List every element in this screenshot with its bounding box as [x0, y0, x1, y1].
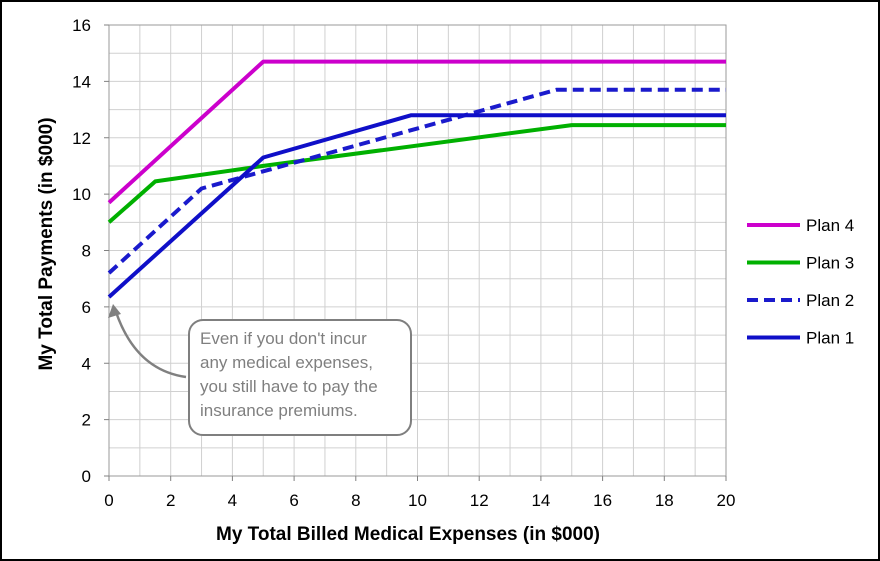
x-tick-label: 20 — [717, 491, 736, 510]
legend-label: Plan 3 — [806, 254, 854, 273]
x-tick-label: 6 — [289, 491, 298, 510]
y-tick-label: 2 — [82, 411, 91, 430]
x-tick-label: 0 — [104, 491, 113, 510]
callout-line-2: any medical expenses, — [200, 353, 373, 372]
axes: 0 2 4 6 8 10 12 14 16 18 20 0 2 4 6 8 10 12 14 16 — [72, 16, 735, 510]
x-tick-label: 2 — [166, 491, 175, 510]
y-tick-label: 4 — [82, 354, 91, 373]
callout-arrow — [114, 311, 187, 379]
legend-label: Plan 2 — [806, 291, 854, 310]
callout-box — [188, 319, 412, 436]
x-axis-title: My Total Billed Medical Expenses (in $00… — [216, 524, 600, 545]
series-line-plan-4 — [107, 59, 726, 205]
series-line-plan-2 — [107, 87, 726, 275]
y-tick-label: 0 — [82, 467, 91, 486]
y-tick-label: 16 — [72, 16, 91, 35]
callout-line-4: insurance premiums. — [200, 401, 358, 420]
x-tick-label: 10 — [408, 491, 427, 510]
callout-line-1: Even if you don't incur — [200, 329, 367, 348]
y-tick-label: 10 — [72, 185, 91, 204]
legend-label: Plan 1 — [806, 329, 854, 348]
x-tick-label: 14 — [531, 491, 550, 510]
y-tick-label: 6 — [82, 298, 91, 317]
x-tick-label: 12 — [470, 491, 489, 510]
series-line-plan-3 — [107, 123, 726, 224]
legend-label: Plan 4 — [806, 216, 854, 235]
y-tick-label: 8 — [82, 242, 91, 261]
x-tick-label: 8 — [351, 491, 360, 510]
legend: Plan 4 Plan 3 Plan 2 Plan 1 — [747, 216, 854, 348]
y-axis-title: My Total Payments (in $000) — [36, 117, 57, 370]
x-tick-label: 4 — [228, 491, 237, 510]
y-tick-label: 14 — [72, 72, 91, 91]
x-tick-label: 18 — [655, 491, 674, 510]
callout: Even if you don't incur any medical expe… — [108, 304, 412, 436]
series-lines — [107, 59, 726, 299]
x-tick-label: 16 — [593, 491, 612, 510]
series-line-plan-1 — [107, 113, 726, 299]
callout-arrowhead — [108, 304, 121, 318]
y-tick-label: 12 — [72, 129, 91, 148]
callout-line-3: you still have to pay the — [200, 377, 378, 396]
